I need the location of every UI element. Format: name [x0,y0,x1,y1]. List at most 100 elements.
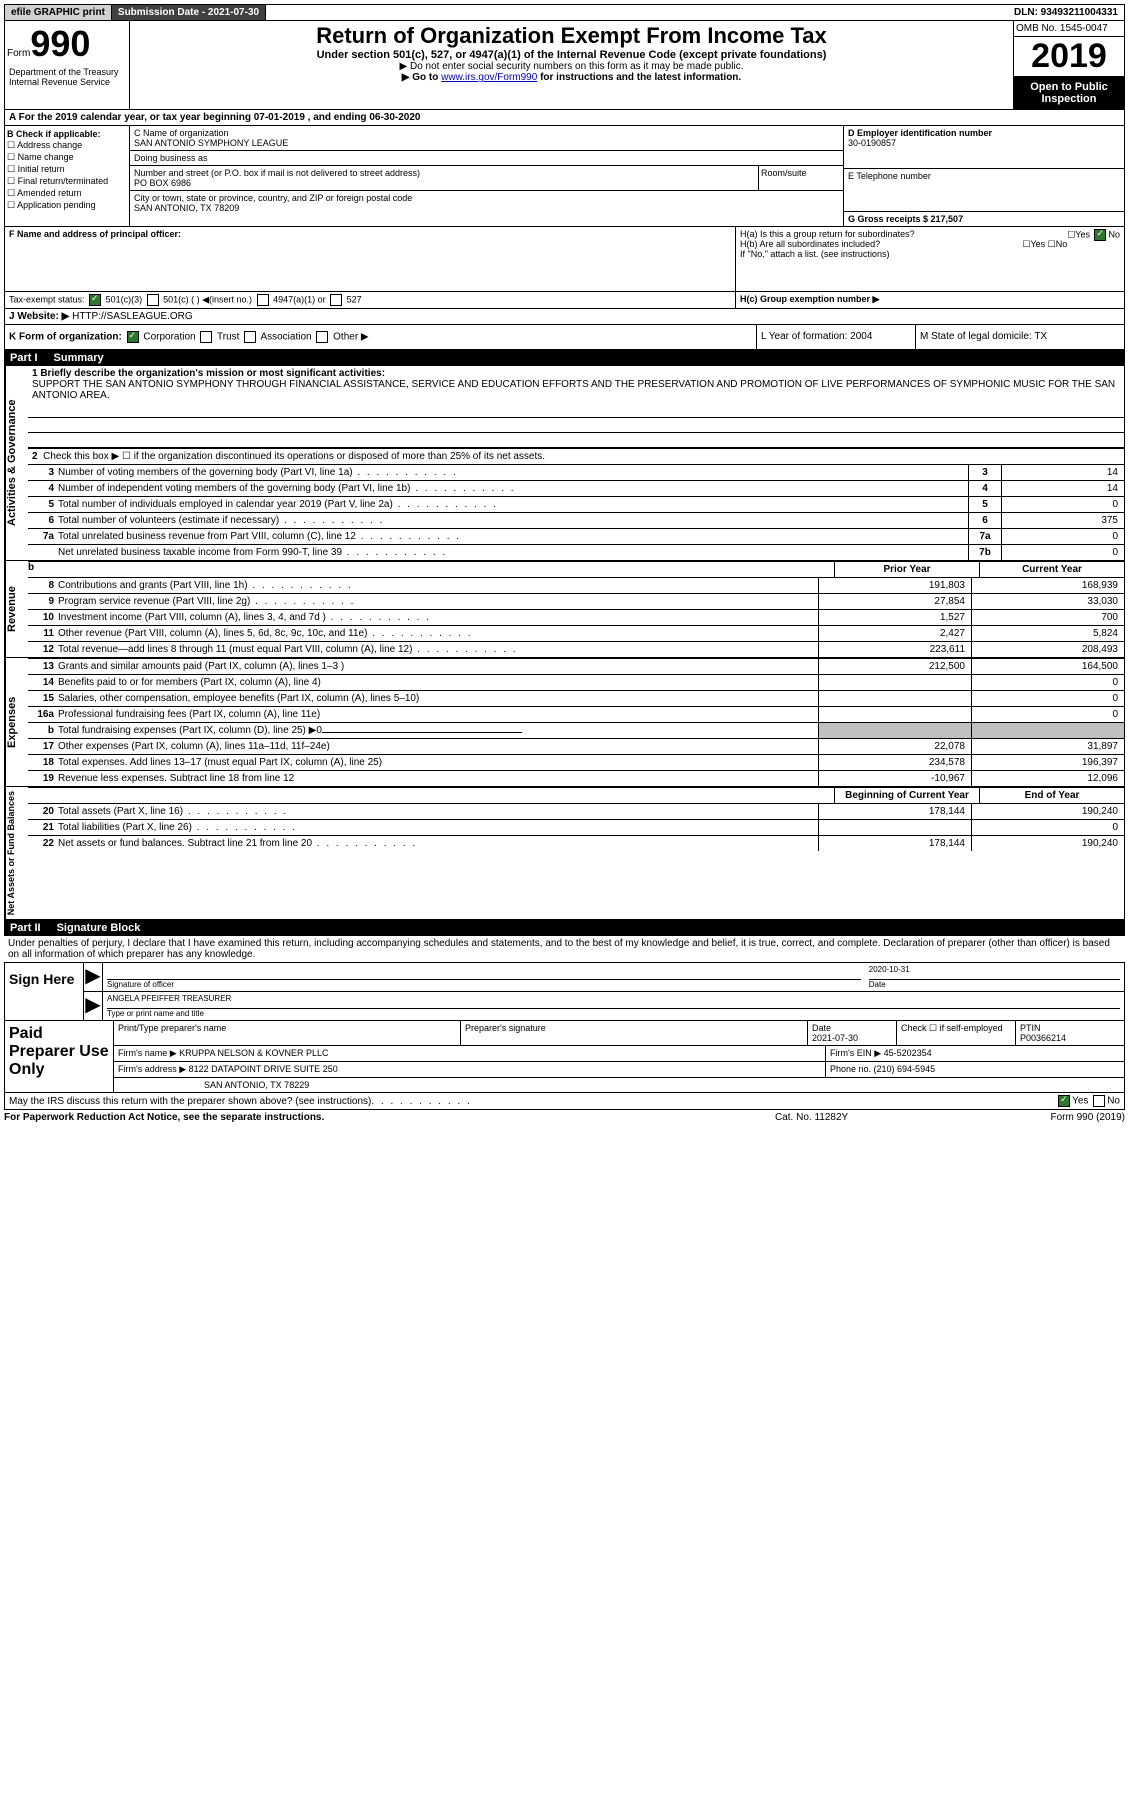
officer-label: F Name and address of principal officer: [9,229,181,239]
table-row: 10Investment income (Part VIII, column (… [28,609,1124,625]
sig-date-label: Date [869,980,886,989]
page-footer: For Paperwork Reduction Act Notice, see … [4,1110,1125,1125]
prep-name-label: Print/Type preparer's name [114,1021,461,1045]
hb-label: H(b) Are all subordinates included? [740,239,880,249]
dept-label: Department of the Treasury Internal Reve… [7,65,127,89]
sig-arrow2-icon: ▶ [84,992,103,1020]
table-row: 19Revenue less expenses. Subtract line 1… [28,770,1124,786]
org-name: SAN ANTONIO SYMPHONY LEAGUE [134,138,839,148]
sig-officer-label: Signature of officer [107,980,174,989]
street-label: Number and street (or P.O. box if mail i… [134,168,754,178]
submission-date: Submission Date - 2021-07-30 [112,5,266,20]
discuss-no[interactable] [1093,1095,1105,1107]
part1-header: Part I Summary [4,350,1125,366]
col-prior-year: Prior Year [834,562,979,577]
efile-button[interactable]: efile GRAPHIC print [5,5,112,20]
dba-label: Doing business as [134,153,839,163]
ptin: P00366214 [1020,1033,1066,1043]
sig-name: ANGELA PFEIFFER TREASURER [107,994,1120,1009]
table-row: 5Total number of individuals employed in… [28,496,1124,512]
table-row: 6Total number of volunteers (estimate if… [28,512,1124,528]
chk-corp[interactable] [127,331,139,343]
ein-label: D Employer identification number [848,128,992,138]
activities-block: Activities & Governance 1 Briefly descri… [4,366,1125,561]
tab-revenue: Revenue [5,561,28,657]
sig-arrow-icon: ▶ [84,963,103,991]
irs-link[interactable]: www.irs.gov/Form990 [441,72,537,83]
sig-date: 2020-10-31 [869,965,1120,980]
chk-pending[interactable]: ☐ Application pending [7,200,127,211]
table-row: 12Total revenue—add lines 8 through 11 (… [28,641,1124,657]
prep-selfemp[interactable]: Check ☐ if self-employed [897,1021,1016,1045]
tax-status-block: Tax-exempt status: 501(c)(3) 501(c) ( ) … [4,292,1125,309]
form-ref: Form 990 (2019) [975,1112,1125,1123]
col-boy: Beginning of Current Year [834,788,979,803]
discuss-yes[interactable] [1058,1095,1070,1107]
chk-name[interactable]: ☐ Name change [7,152,127,163]
tax-status-label: Tax-exempt status: [9,294,85,304]
hc-label: H(c) Group exemption number ▶ [740,294,879,304]
city-value: SAN ANTONIO, TX 78209 [134,203,839,213]
col-current-year: Current Year [979,562,1124,577]
chk-527[interactable] [330,294,342,306]
preparer-block: Paid Preparer Use Only Print/Type prepar… [4,1021,1125,1093]
hb-note: If "No," attach a list. (see instruction… [740,249,1120,259]
tax-year: 2019 [1014,37,1124,77]
chk-501c[interactable] [147,294,159,306]
form-prefix: Form [7,48,30,59]
ha-label: H(a) Is this a group return for subordin… [740,229,915,239]
main-title: Return of Organization Exempt From Incom… [132,23,1011,49]
perjury-declaration: Under penalties of perjury, I declare th… [4,936,1125,962]
preparer-label: Paid Preparer Use Only [5,1021,113,1092]
firm-city: SAN ANTONIO, TX 78229 [114,1078,1124,1092]
chk-final[interactable]: ☐ Final return/terminated [7,176,127,187]
form-header: Form990 Department of the Treasury Inter… [4,21,1125,110]
line2-text: Check this box ▶ ☐ if the organization d… [43,451,545,462]
website-label: J Website: ▶ [9,311,69,322]
part2-header: Part II Signature Block [4,920,1125,936]
city-label: City or town, state or province, country… [134,193,839,203]
website-row: J Website: ▶ HTTP://SASLEAGUE.ORG [4,309,1125,325]
ssn-note: ▶ Do not enter social security numbers o… [132,61,1011,72]
table-row: 14Benefits paid to or for members (Part … [28,674,1124,690]
table-row: 9Program service revenue (Part VIII, lin… [28,593,1124,609]
subtitle: Under section 501(c), 527, or 4947(a)(1)… [132,49,1011,61]
chk-other[interactable] [316,331,328,343]
chk-amended[interactable]: ☐ Amended return [7,188,127,199]
chk-4947[interactable] [257,294,269,306]
table-row: 16aProfessional fundraising fees (Part I… [28,706,1124,722]
table-row: 17Other expenses (Part IX, column (A), l… [28,738,1124,754]
revenue-block: Revenue b Prior Year Current Year 8Contr… [4,561,1125,658]
room-label: Room/suite [759,166,843,190]
top-bar: efile GRAPHIC print Submission Date - 20… [4,4,1125,21]
chk-initial[interactable]: ☐ Initial return [7,164,127,175]
firm-phone: Phone no. (210) 694-5945 [826,1062,1124,1077]
ha-no-check[interactable] [1094,229,1106,241]
open-public-badge: Open to Public Inspection [1014,77,1124,109]
tab-netassets: Net Assets or Fund Balances [5,787,28,919]
discuss-text: May the IRS discuss this return with the… [9,1096,371,1107]
firm-address: Firm's address ▶ 8122 DATAPOINT DRIVE SU… [114,1062,826,1077]
chk-address[interactable]: ☐ Address change [7,140,127,151]
mission-label: 1 Briefly describe the organization's mi… [32,368,385,379]
table-row: 11Other revenue (Part VIII, column (A), … [28,625,1124,641]
firm-name: Firm's name ▶ KRUPPA NELSON & KOVNER PLL… [114,1046,826,1061]
cat-no: Cat. No. 11282Y [775,1112,975,1123]
table-row: 15Salaries, other compensation, employee… [28,690,1124,706]
table-row: 20Total assets (Part X, line 16)178,1441… [28,803,1124,819]
table-row: 7aTotal unrelated business revenue from … [28,528,1124,544]
officer-block: F Name and address of principal officer:… [4,227,1125,292]
form-number: 990 [30,23,90,64]
table-row: Net unrelated business taxable income fr… [28,544,1124,560]
goto-post: for instructions and the latest informat… [537,72,741,83]
state-domicile: M State of legal domicile: TX [915,325,1124,349]
table-row: 3Number of voting members of the governi… [28,464,1124,480]
check-label: B Check if applicable: [7,129,101,139]
chk-501c3[interactable] [89,294,101,306]
table-row: 18Total expenses. Add lines 13–17 (must … [28,754,1124,770]
website-value: HTTP://SASLEAGUE.ORG [72,311,193,322]
ein-value: 30-0190857 [848,138,896,148]
tab-expenses: Expenses [5,658,28,786]
chk-trust[interactable] [200,331,212,343]
chk-assoc[interactable] [244,331,256,343]
